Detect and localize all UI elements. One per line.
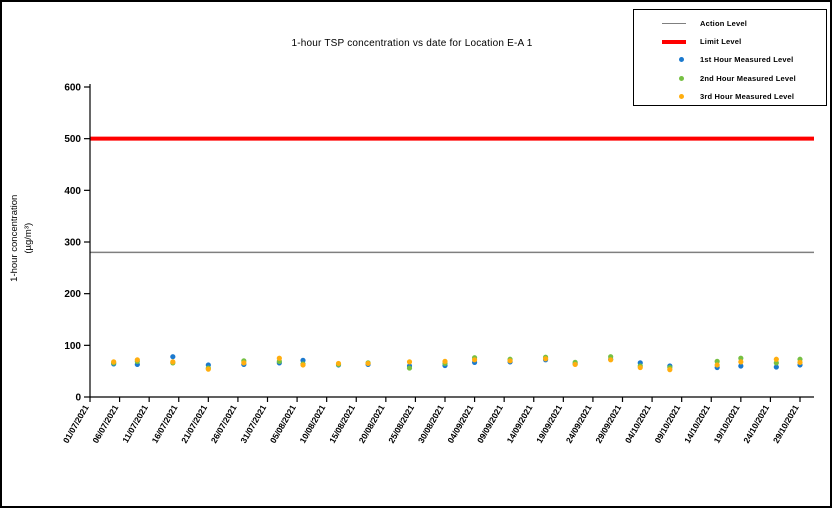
data-point-series3 <box>773 356 779 362</box>
legend-label: 3rd Hour Measured Level <box>700 92 795 102</box>
data-point-series3 <box>471 357 478 363</box>
legend-label: 1st Hour Measured Level <box>700 55 794 65</box>
x-tick-label: 10/08/2021 <box>297 403 327 445</box>
data-point-series3 <box>572 361 578 368</box>
legend-dot-marker <box>679 94 684 100</box>
legend-item: 1st Hour Measured Level <box>634 51 826 69</box>
data-point-series3 <box>335 360 342 367</box>
x-tick-label: 19/09/2021 <box>534 403 564 445</box>
data-point-series3 <box>134 357 140 363</box>
data-point-series3 <box>170 359 176 365</box>
legend-line-marker <box>662 22 686 24</box>
x-tick-label: 14/10/2021 <box>682 403 712 445</box>
x-tick-label: 29/09/2021 <box>593 403 623 445</box>
legend-line-marker <box>662 39 686 44</box>
data-point-series3 <box>406 359 413 365</box>
data-point-series3 <box>507 358 513 364</box>
y-tick-label: 400 <box>64 186 81 197</box>
data-point-series2 <box>773 360 779 366</box>
data-point-series3 <box>542 356 549 362</box>
y-tick-label: 600 <box>64 83 81 94</box>
chart-title: 1-hour TSP concentration vs date for Loc… <box>291 38 533 49</box>
legend-marker-cell <box>634 39 696 44</box>
legend-dot-marker <box>679 57 684 63</box>
x-tick-label: 09/09/2021 <box>475 403 505 445</box>
data-point-series2 <box>406 365 413 371</box>
x-tick-label: 24/09/2021 <box>564 403 594 445</box>
y-tick-label: 300 <box>64 238 81 249</box>
x-tick-label: 05/08/2021 <box>268 403 298 445</box>
data-point-series1 <box>738 363 744 369</box>
data-point-series3 <box>797 359 803 365</box>
y-tick-label: 0 <box>75 393 81 404</box>
data-point-series3 <box>365 360 371 367</box>
x-tick-label: 31/07/2021 <box>238 403 268 445</box>
data-point-series3 <box>738 359 744 365</box>
legend-label: Limit Level <box>700 37 742 47</box>
data-point-series3 <box>667 367 673 373</box>
x-tick-label: 24/10/2021 <box>741 403 771 445</box>
data-point-series1 <box>300 357 306 363</box>
data-point-series2 <box>738 355 744 361</box>
legend-marker-cell <box>634 22 696 24</box>
legend-item: Limit Level <box>634 32 826 50</box>
data-point-series3 <box>205 366 211 372</box>
legend-label: 2nd Hour Measured Level <box>700 73 796 83</box>
x-tick-label: 16/07/2021 <box>150 403 180 445</box>
x-tick-label: 25/08/2021 <box>386 403 416 445</box>
data-point-series3 <box>714 362 720 368</box>
data-point-series3 <box>241 360 247 366</box>
x-tick-label: 21/07/2021 <box>179 403 209 445</box>
x-tick-label: 01/07/2021 <box>61 403 91 445</box>
x-tick-label: 04/10/2021 <box>623 403 653 445</box>
legend-item: 2nd Hour Measured Level <box>634 69 826 87</box>
x-tick-label: 09/10/2021 <box>652 403 682 445</box>
x-tick-label: 06/07/2021 <box>90 403 120 445</box>
x-tick-label: 19/10/2021 <box>712 403 742 445</box>
data-point-series3 <box>111 359 117 365</box>
x-tick-label: 26/07/2021 <box>209 403 239 445</box>
x-tick-label: 14/09/2021 <box>505 403 535 445</box>
data-point-series3 <box>300 362 306 368</box>
x-tick-label: 29/10/2021 <box>771 403 801 445</box>
legend-item: Action Level <box>634 14 826 32</box>
legend-label: Action Level <box>700 18 747 28</box>
legend-marker-cell <box>634 57 696 63</box>
x-tick-label: 30/08/2021 <box>416 403 446 445</box>
y-tick-label: 200 <box>64 289 81 300</box>
legend-item: 3rd Hour Measured Level <box>634 88 826 106</box>
legend-dot-marker <box>679 75 684 81</box>
data-point-series1 <box>170 354 176 360</box>
legend-marker-cell <box>634 94 696 100</box>
data-point-series2 <box>714 358 720 364</box>
data-point-series1 <box>773 364 779 370</box>
x-tick-label: 20/08/2021 <box>357 403 387 445</box>
data-point-series3 <box>276 355 282 361</box>
y-tick-label: 500 <box>64 134 81 145</box>
chart-legend: Action Level Limit Level 1st Hour Measured… <box>633 9 827 106</box>
data-point-series3 <box>608 357 614 363</box>
data-point-series3 <box>442 358 448 364</box>
x-tick-label: 04/09/2021 <box>445 403 475 445</box>
x-tick-label: 15/08/2021 <box>327 403 357 445</box>
data-point-series3 <box>637 364 643 371</box>
x-tick-label: 11/07/2021 <box>120 403 150 445</box>
y-tick-label: 100 <box>64 341 81 352</box>
legend-marker-cell <box>634 75 696 81</box>
